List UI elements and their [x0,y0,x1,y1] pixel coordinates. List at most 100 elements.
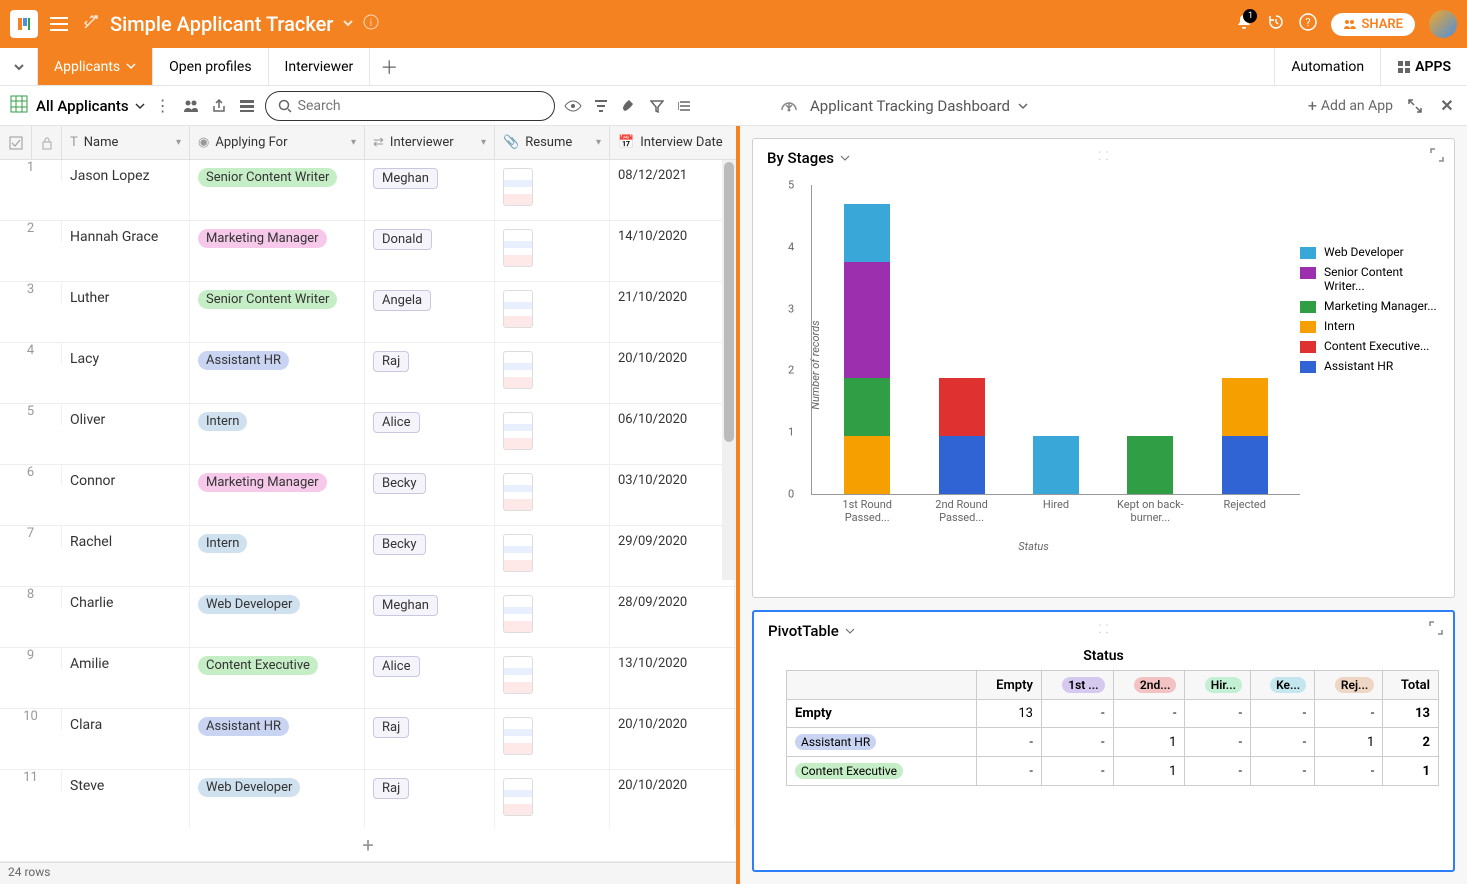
drag-handle-icon[interactable]: ⸬ [1099,147,1109,164]
resume-thumbnail[interactable] [503,473,533,511]
column-name[interactable]: TName▾ [62,126,190,159]
svg-text:?: ? [1306,16,1311,29]
grid-icon [10,95,28,117]
help-icon[interactable]: ? [1299,13,1317,35]
expand-icon[interactable] [1405,96,1425,116]
resume-thumbnail[interactable] [503,595,533,633]
automation-button[interactable]: Automation [1274,48,1380,85]
expand-icon[interactable] [1429,620,1443,639]
toolbar: All Applicants ⋮ [0,86,1467,126]
filter-icon[interactable] [591,96,611,116]
dashboard-title[interactable]: Applicant Tracking Dashboard [810,97,1028,115]
app-title[interactable]: Simple Applicant Tracker [110,12,333,36]
pivot-table: Empty1st ...2nd...Hir...Ke...Rej...Total… [786,670,1439,786]
magic-icon[interactable] [82,13,100,35]
menu-icon[interactable] [46,11,72,37]
share-button[interactable]: SHARE [1331,13,1415,36]
color-icon[interactable] [619,96,639,116]
row-number: 10 [0,709,62,730]
resume-thumbnail[interactable] [503,168,533,206]
chevron-down-icon[interactable] [0,48,38,85]
row-number: 8 [0,587,62,608]
export-icon[interactable] [209,96,229,116]
search-box[interactable] [265,91,555,121]
column-resume[interactable]: 📎Resume▾ [495,126,610,159]
row-number: 6 [0,465,62,486]
table-row[interactable]: 11SteveWeb DeveloperRaj20/10/2020 [0,770,736,828]
legend-item: Senior Content Writer... [1300,265,1440,293]
expand-icon[interactable] [1430,147,1444,166]
bar-group[interactable]: 1st Round Passed... [844,204,890,494]
tab-open-profiles[interactable]: Open profiles [153,48,268,85]
resume-thumbnail[interactable] [503,229,533,267]
apps-button[interactable]: APPS [1380,48,1467,85]
resume-thumbnail[interactable] [503,290,533,328]
table-row[interactable]: 9AmilieContent ExecutiveAlice13/10/2020 [0,648,736,709]
add-row-button[interactable]: + [0,828,736,862]
pivot-panel[interactable]: ⸬ PivotTable Status For Empty1st ...2nd.… [752,610,1455,872]
chevron-down-icon[interactable] [341,15,355,34]
legend-item: Intern [1300,319,1440,333]
avatar[interactable] [1429,10,1457,38]
row-height-icon[interactable] [237,96,257,116]
resume-thumbnail[interactable] [503,351,533,389]
drag-handle-icon[interactable]: ⸬ [1099,620,1109,637]
table-row[interactable]: 4LacyAssistant HRRaj20/10/2020 [0,343,736,404]
history-icon[interactable] [1267,13,1285,35]
table-header: TName▾ ◉Applying For▾ ⇄Interviewer▾ 📎Res… [0,126,736,160]
collab-icon[interactable] [181,96,201,116]
resume-thumbnail[interactable] [503,717,533,755]
legend-item: Marketing Manager... [1300,299,1440,313]
hide-icon[interactable] [563,96,583,116]
row-number: 11 [0,770,62,791]
more-icon[interactable]: ⋮ [153,96,173,116]
info-icon[interactable]: i [363,14,379,34]
bar-group[interactable]: 2nd Round Passed... [939,378,985,494]
app-logo[interactable] [10,10,38,38]
resume-thumbnail[interactable] [503,778,533,816]
add-tab-button[interactable]: ＋ [370,48,408,85]
add-app-button[interactable]: +Add an App [1308,96,1393,115]
search-input[interactable] [298,98,542,114]
lock-icon [32,126,62,159]
bar-group[interactable]: Hired [1033,436,1079,494]
bar-group[interactable]: Rejected [1222,378,1268,494]
notification-badge: 1 [1243,9,1257,23]
row-number: 3 [0,282,62,303]
checkbox-header[interactable] [0,126,32,159]
table-pane: TName▾ ◉Applying For▾ ⇄Interviewer▾ 📎Res… [0,126,740,884]
column-applying-for[interactable]: ◉Applying For▾ [190,126,365,159]
tab-interviewer[interactable]: Interviewer [269,48,371,85]
tabs-bar: ApplicantsOpen profilesInterviewer ＋ Aut… [0,48,1467,86]
bar-group[interactable]: Kept on back-burner... [1127,436,1173,494]
table-row[interactable]: 3LutherSenior Content WriterAngela21/10/… [0,282,736,343]
dashboard-pane: ⸬ By Stages Number of records Status 012… [740,126,1467,884]
close-icon[interactable]: ✕ [1437,96,1457,116]
table-row[interactable]: 6ConnorMarketing ManagerBecky03/10/2020 [0,465,736,526]
row-number: 9 [0,648,62,669]
tab-applicants[interactable]: Applicants [38,48,153,85]
table-row[interactable]: 5OliverInternAlice06/10/2020 [0,404,736,465]
search-icon [278,99,292,113]
view-selector[interactable]: All Applicants [36,97,145,115]
row-number: 1 [0,160,62,181]
table-row[interactable]: 2Hannah GraceMarketing ManagerDonald14/1… [0,221,736,282]
group-icon[interactable] [675,96,695,116]
notification-icon[interactable]: 1 [1235,13,1253,35]
sort-icon[interactable] [647,96,667,116]
table-row[interactable]: 8CharlieWeb DeveloperMeghan28/09/2020 [0,587,736,648]
dashboard-icon [780,96,798,116]
resume-thumbnail[interactable] [503,656,533,694]
resume-thumbnail[interactable] [503,534,533,572]
table-row[interactable]: 7RachelInternBecky29/09/2020 [0,526,736,587]
row-number: 2 [0,221,62,242]
row-number: 4 [0,343,62,364]
row-number: 5 [0,404,62,425]
resume-thumbnail[interactable] [503,412,533,450]
x-axis-label: Status [1018,540,1049,553]
table-row[interactable]: 1Jason LopezSenior Content WriterMeghan0… [0,160,736,221]
column-interview-date[interactable]: 📅Interview Date [610,126,735,159]
table-row[interactable]: 10ClaraAssistant HRRaj20/10/2020 [0,709,736,770]
scrollbar[interactable] [722,160,736,580]
column-interviewer[interactable]: ⇄Interviewer▾ [365,126,495,159]
